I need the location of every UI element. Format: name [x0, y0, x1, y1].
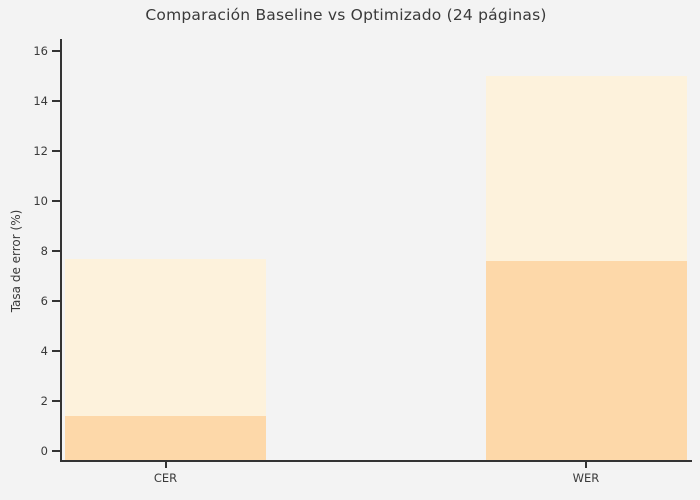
y-tick-label: 12	[33, 143, 48, 158]
y-tick-mark	[52, 200, 60, 202]
x-tick-label-cer: CER	[153, 471, 178, 485]
x-tick-mark	[585, 462, 587, 468]
y-tick-label: 16	[33, 43, 48, 58]
y-axis-spine	[59, 39, 62, 462]
y-tick-mark	[52, 250, 60, 252]
y-tick-mark	[52, 350, 60, 352]
x-tick-label-wer: WER	[572, 471, 600, 485]
y-tick-label: 0	[40, 443, 48, 458]
y-tick-label: 4	[40, 343, 48, 358]
y-tick-mark	[52, 450, 60, 452]
x-tick-mark	[164, 462, 167, 468]
y-tick-mark	[52, 100, 60, 102]
y-tick-label: 8	[40, 243, 48, 258]
y-tick-label: 2	[40, 393, 48, 408]
x-axis-spine	[59, 459, 692, 462]
y-tick-mark	[52, 150, 60, 152]
y-tick-mark	[52, 300, 60, 302]
bar-optimizado-wer	[485, 261, 687, 461]
y-tick-mark	[52, 400, 60, 402]
bar-optimizado-cer	[65, 416, 266, 461]
y-tick-label: 14	[33, 93, 48, 108]
y-tick-label: 6	[40, 293, 48, 308]
chart-title: Comparación Baseline vs Optimizado (24 p…	[145, 6, 547, 24]
y-tick-label: 10	[33, 193, 48, 208]
y-tick-mark	[52, 50, 60, 52]
